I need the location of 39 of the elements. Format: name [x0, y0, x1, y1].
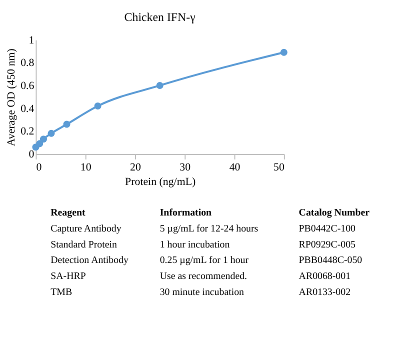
text: PB0442C-100: [298, 223, 356, 234]
y-tick-label: 0.6: [20, 80, 35, 92]
point: [94, 102, 102, 110]
x-tick-label: 30: [180, 161, 192, 174]
y-tick-label: 0.4: [20, 102, 35, 115]
text: Information: [160, 208, 212, 219]
text: 0.25 µg/mL for 1 hour: [160, 255, 250, 266]
y-tick-label: 1: [28, 34, 34, 46]
text: 30 minute incubation: [160, 286, 244, 298]
y-tick-label: 0: [28, 148, 35, 160]
x-tick-label: 40: [229, 161, 241, 174]
y-axis-title: Average OD (450 nm): [6, 48, 18, 146]
point: [63, 120, 70, 128]
text: Reagent: [50, 208, 86, 219]
point: [48, 130, 55, 137]
x-tick-label: 10: [80, 161, 92, 174]
x-tick-label: 50: [274, 161, 285, 174]
chart-title: Chicken IFN-γ: [124, 10, 196, 24]
text: TMB: [50, 286, 72, 298]
text: Use as recommended.: [160, 271, 248, 282]
text: Detection Antibody: [50, 255, 129, 266]
point: [280, 48, 288, 56]
text: AR0133-002: [298, 286, 351, 298]
text: RP0929C-005: [298, 239, 356, 250]
text: 1 hour incubation: [160, 239, 230, 250]
x-axis-title: Protein (ng/mL): [125, 176, 196, 188]
text: PBB0448C-050: [298, 255, 362, 266]
text: Standard Protein: [50, 239, 117, 250]
y-tick-label: 0.8: [20, 57, 35, 70]
text: Capture Antibody: [50, 223, 122, 234]
text: 5 µg/mL for 12-24 hours: [160, 223, 258, 234]
text: AR0068-001: [298, 271, 351, 282]
text: Catalog Number: [298, 208, 370, 219]
y-tick-label: 0.2: [20, 126, 34, 138]
point: [156, 82, 164, 89]
x-tick-label: 20: [130, 161, 142, 174]
point: [40, 136, 47, 143]
text: SA-HRP: [50, 271, 86, 282]
point: [36, 140, 44, 148]
